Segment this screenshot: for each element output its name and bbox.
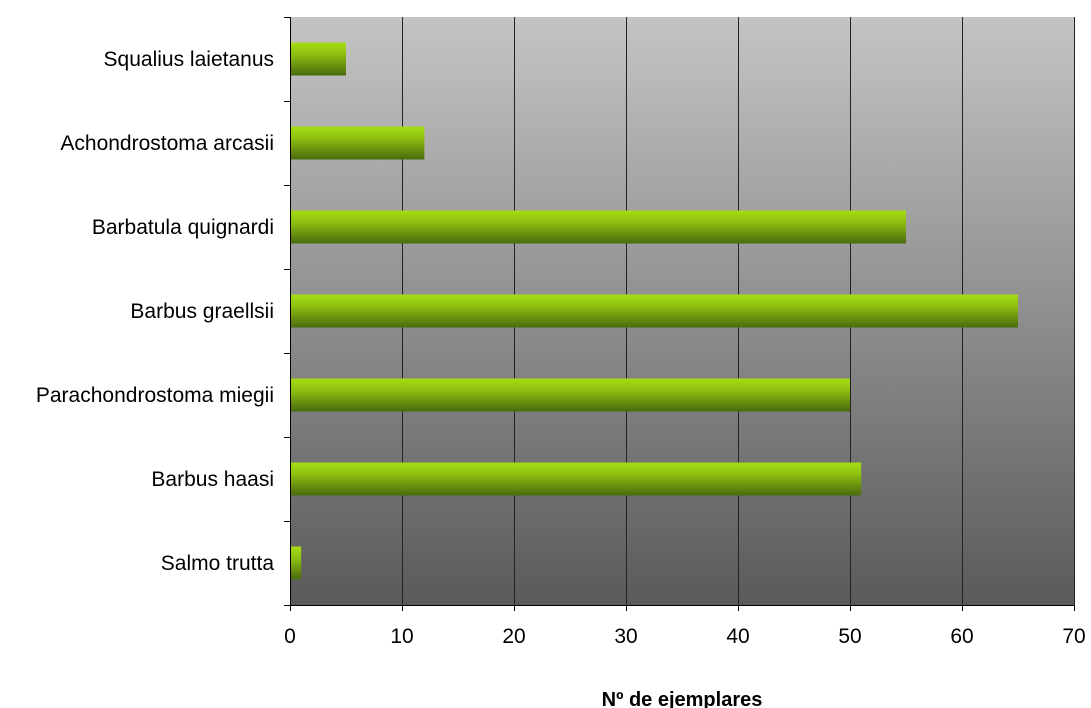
bar	[291, 42, 346, 76]
y-category-label: Parachondrostoma miegii	[36, 384, 274, 407]
x-tick-label: 40	[726, 625, 749, 648]
x-tick-label: 30	[614, 625, 637, 648]
y-category-label: Barbatula quignardi	[92, 216, 274, 239]
y-category-label: Achondrostoma arcasii	[60, 132, 274, 155]
bar	[291, 126, 425, 160]
x-tick-label: 20	[502, 625, 525, 648]
labels: 0 10 20 30 40 50 60 70 Squalius laietanus Achondr…	[36, 48, 1086, 648]
x-tick-label: 10	[390, 625, 413, 648]
y-category-label: Salmo trutta	[161, 552, 275, 575]
bars	[291, 42, 1018, 580]
bar	[291, 462, 862, 496]
bar	[291, 210, 906, 244]
x-tick-label: 60	[950, 625, 973, 648]
bar	[291, 546, 302, 580]
x-tick-label: 50	[838, 625, 861, 648]
x-tick-label: 70	[1062, 625, 1085, 648]
bar	[291, 294, 1018, 328]
axes	[284, 17, 1075, 611]
y-category-label: Barbus haasi	[151, 468, 274, 491]
bar	[291, 378, 850, 412]
x-tick-label: 0	[284, 625, 296, 648]
y-category-label: Squalius laietanus	[104, 48, 274, 71]
x-axis-title: Nº de ejemplares	[602, 689, 763, 708]
y-category-label: Barbus graellsii	[130, 300, 274, 323]
